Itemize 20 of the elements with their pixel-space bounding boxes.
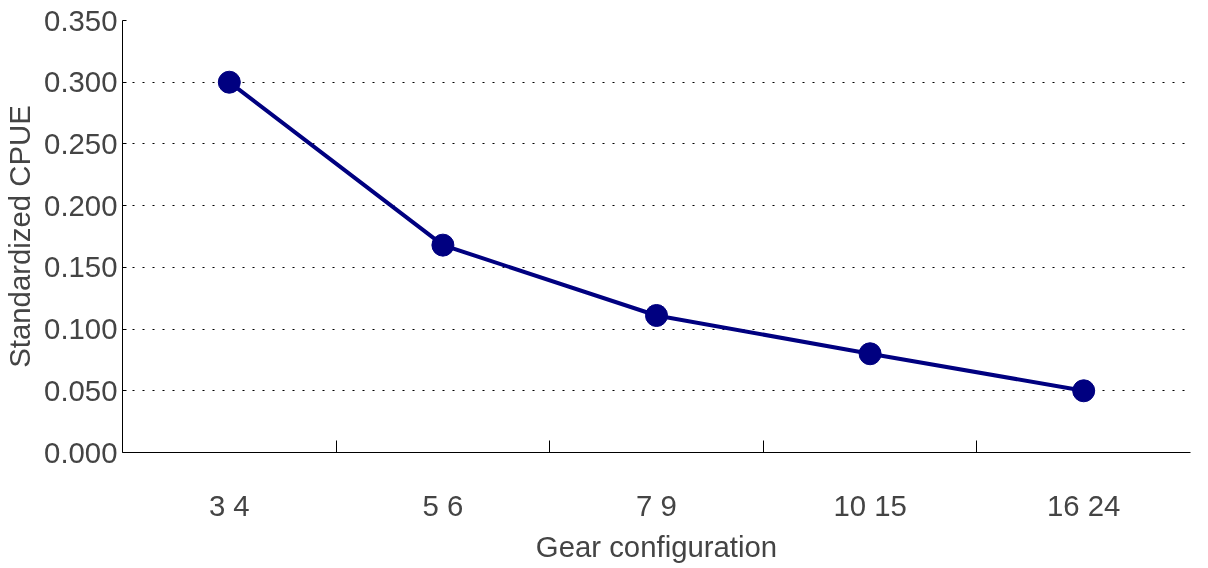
y-tick-label: 0.350	[44, 3, 118, 37]
point	[217, 70, 241, 94]
point	[858, 342, 882, 366]
y-tick-label: 0.000	[44, 435, 118, 469]
point	[1072, 379, 1096, 403]
x-tick-label: 7 9	[636, 488, 677, 522]
x-tick-label: 16 24	[1047, 488, 1121, 522]
y-tick-label: 0.300	[44, 65, 118, 99]
y-tick-label: 0.150	[44, 250, 118, 284]
y-axis-title: Standardized CPUE	[3, 105, 37, 368]
x-tick-label: 5 6	[422, 488, 464, 522]
point	[645, 304, 668, 327]
x-axis-title: Gear configuration	[535, 529, 778, 563]
y-tick-label: 0.250	[44, 126, 118, 160]
y-tick-label: 0.050	[44, 373, 118, 407]
point	[431, 233, 455, 257]
y-tick-label: 0.100	[44, 312, 118, 346]
x-tick-label: 3 4	[208, 488, 250, 522]
x-tick-label: 10 15	[833, 488, 907, 522]
y-tick-label: 0.200	[44, 188, 118, 222]
